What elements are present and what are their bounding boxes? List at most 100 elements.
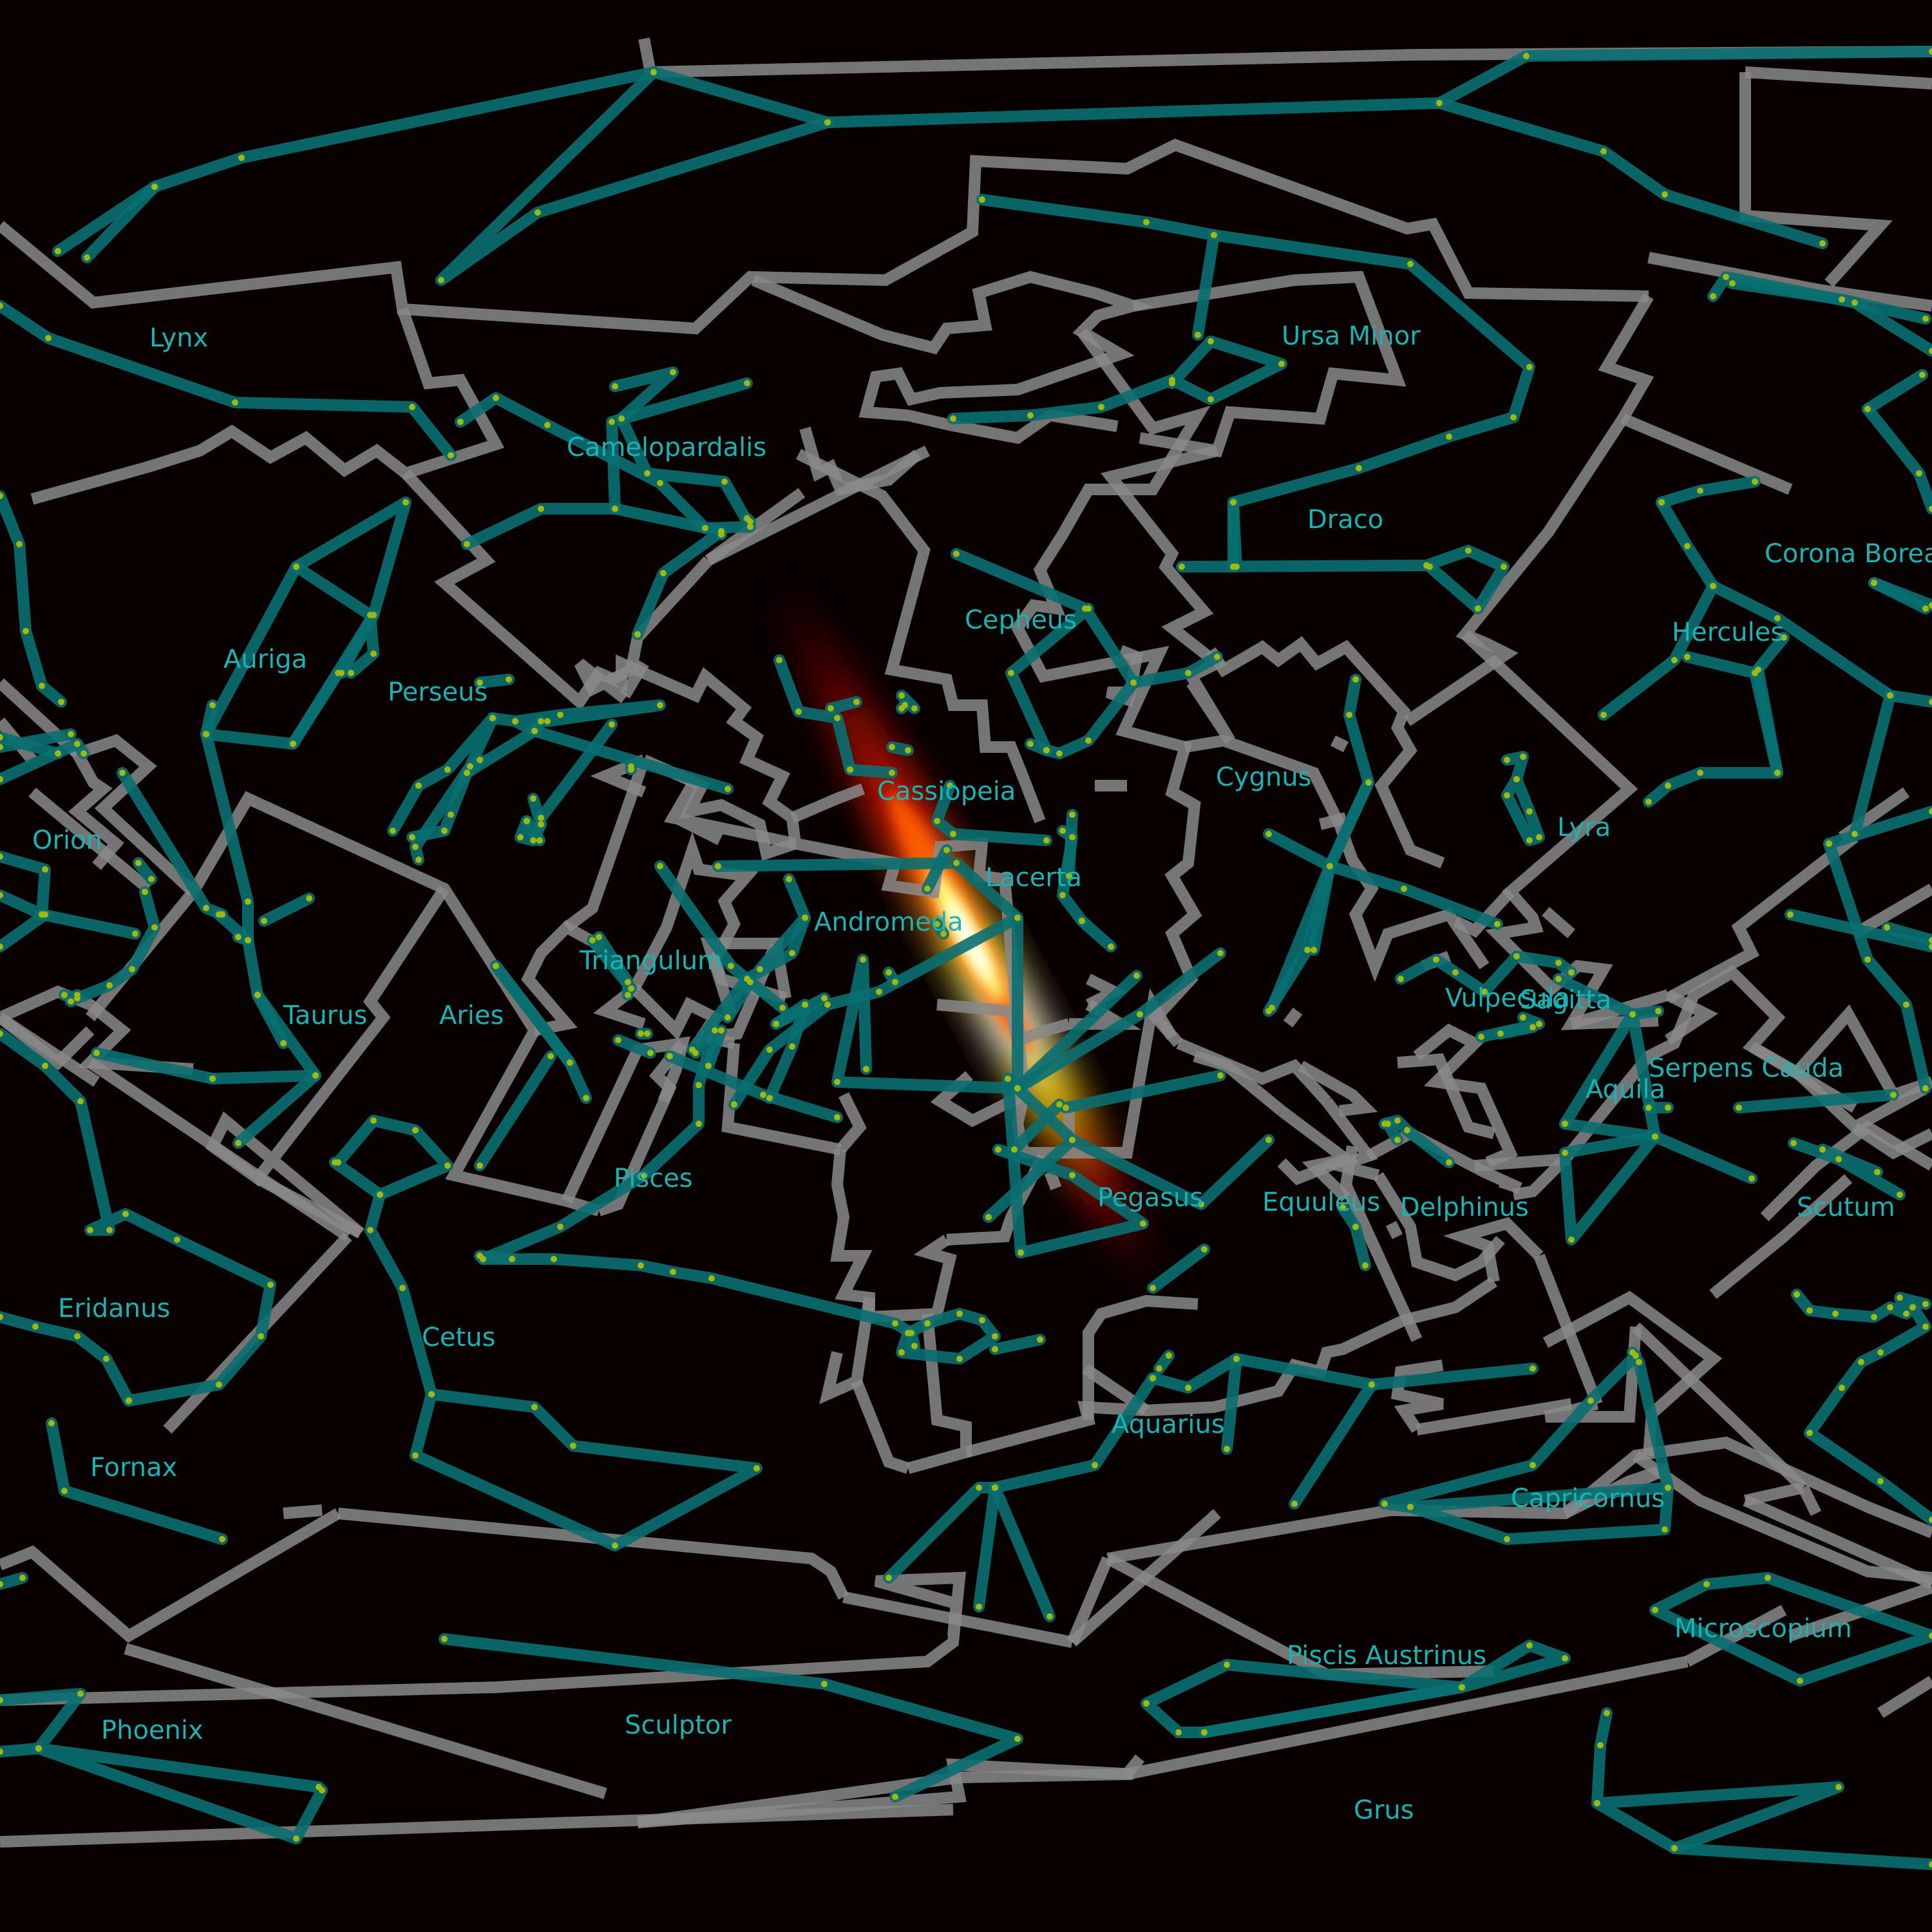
star-dot [638, 1030, 644, 1037]
star-dot [1555, 976, 1562, 982]
star-dot [1265, 1008, 1272, 1014]
star-dot [779, 1005, 786, 1011]
star-dot [1233, 1356, 1240, 1362]
star-dot [1697, 770, 1703, 776]
star-dot [834, 715, 840, 721]
star-dot [1452, 969, 1459, 976]
star-dot [19, 1575, 26, 1581]
star-dot [148, 876, 155, 882]
star-dot [1929, 943, 1932, 950]
star-dot [0, 892, 3, 898]
star-dot [1652, 1607, 1658, 1613]
label-aquarius: Aquarius [1112, 1410, 1225, 1439]
star-dot [464, 770, 470, 776]
star-dot [370, 650, 377, 657]
star-dot [1224, 1662, 1230, 1668]
star-dot [312, 1072, 319, 1079]
star-dot [1568, 969, 1575, 976]
star-dot [1562, 1655, 1568, 1662]
star-dot [1056, 750, 1063, 757]
star-dot [1877, 1349, 1884, 1356]
star-dot [412, 844, 419, 850]
star-dot [1397, 976, 1404, 982]
star-dot [0, 744, 3, 750]
star-dot [1629, 1011, 1636, 1018]
star-dot [950, 415, 956, 422]
label-microscopium: Microscopium [1674, 1614, 1852, 1643]
star-dot [995, 1146, 1001, 1153]
star-dot [412, 1127, 419, 1133]
star-dot [1903, 1001, 1909, 1008]
star-dot [757, 966, 763, 972]
star-dot [1278, 361, 1285, 367]
star-dot [1662, 191, 1668, 198]
star-dot [1079, 918, 1085, 924]
star-dot [261, 918, 267, 924]
star-dot [1501, 564, 1507, 570]
star-dot [32, 1323, 39, 1330]
star-dot [1909, 1304, 1916, 1311]
star-dot [979, 196, 985, 203]
star-dot [1665, 1484, 1671, 1491]
star-dot [1169, 380, 1175, 386]
star-dot [1143, 1700, 1150, 1707]
star-dot [660, 570, 667, 576]
star-dot [1368, 1381, 1375, 1388]
star-dot [1929, 1633, 1932, 1639]
star-dot [477, 1162, 483, 1169]
star-dot [1175, 1729, 1182, 1736]
star-dot [0, 853, 3, 860]
star-dot [1365, 779, 1372, 786]
star-dot [209, 702, 216, 708]
star-dot [1230, 564, 1236, 570]
star-dot [1852, 299, 1858, 306]
star-dot [290, 741, 296, 747]
star-dot [132, 931, 138, 937]
star-dot [1459, 1684, 1465, 1690]
star-dot [1826, 840, 1832, 847]
star-dot [1929, 699, 1932, 705]
star-dot [87, 1227, 93, 1233]
star-dot [0, 734, 3, 741]
star-dot [705, 1063, 712, 1069]
star-dot [1684, 543, 1690, 549]
star-dot [1526, 808, 1533, 815]
star-dot [992, 1333, 998, 1340]
star-dot [1201, 1246, 1208, 1253]
star-dot [1929, 506, 1932, 512]
star-dot [956, 1356, 963, 1362]
star-dot [1929, 602, 1932, 609]
star-dot [934, 818, 940, 824]
star-dot [1352, 676, 1359, 683]
star-dot [477, 679, 483, 686]
star-dot [747, 524, 753, 530]
star-dot [1890, 1092, 1897, 1098]
star-dot [232, 399, 238, 406]
label-scutum: Scutum [1797, 1193, 1895, 1222]
star-dot [122, 1211, 129, 1217]
star-dot [892, 1320, 898, 1327]
star-dot [1526, 837, 1533, 844]
star-dot [1839, 1385, 1845, 1391]
star-dot [1929, 808, 1932, 815]
star-dot [724, 786, 731, 792]
star-dot [718, 1027, 724, 1034]
star-dot [42, 866, 48, 873]
star-dot [1069, 834, 1075, 840]
star-dot [1645, 1104, 1652, 1111]
star-dot [129, 966, 135, 972]
star-dot [1510, 414, 1517, 421]
star-dot [1671, 657, 1678, 663]
star-dot [1311, 947, 1317, 953]
star-dot [1166, 1352, 1172, 1359]
star-dot [670, 1269, 676, 1275]
star-dot [956, 1311, 963, 1317]
star-dot [1526, 364, 1533, 370]
star-dot [718, 531, 724, 538]
star-dot [618, 415, 625, 422]
star-dot [776, 657, 782, 663]
star-dot [802, 914, 808, 921]
star-dot [644, 1030, 650, 1037]
star-dot [1446, 1159, 1452, 1166]
label-triangulum: Triangulum [579, 946, 723, 976]
